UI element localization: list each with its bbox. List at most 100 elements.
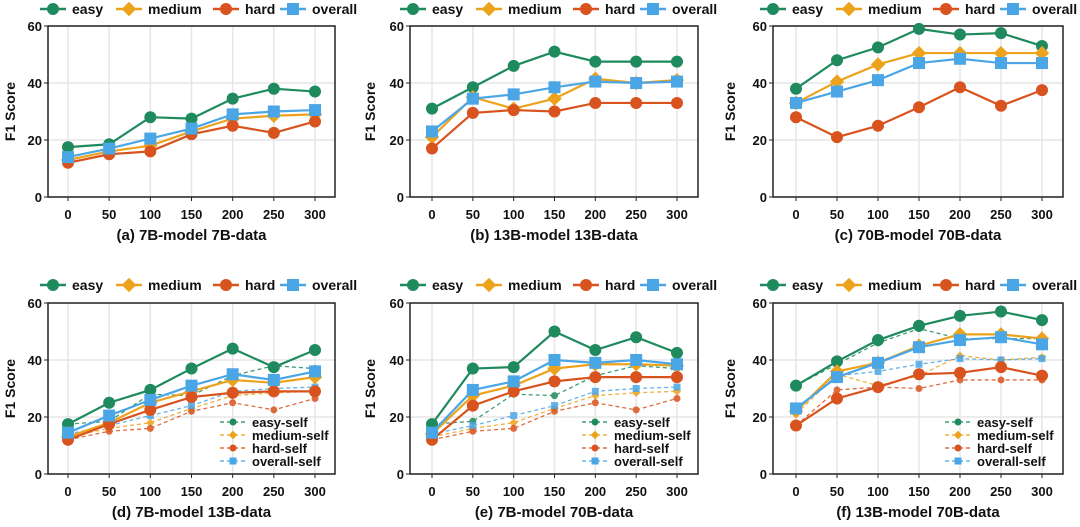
- data-point-easy: [103, 396, 116, 409]
- x-tick-label: 0: [64, 484, 71, 499]
- data-point-medium: [870, 57, 886, 72]
- data-point-hard: [913, 368, 925, 381]
- data-point-hard: [872, 119, 884, 132]
- legend-item-medium-self: medium-self: [220, 428, 329, 443]
- data-point-hard-self: [146, 424, 154, 432]
- legend-marker: [229, 418, 237, 426]
- data-point-overall: [954, 334, 966, 347]
- data-point-overall: [995, 331, 1007, 344]
- legend-item-hard-self: hard-self: [582, 441, 670, 456]
- data-point-easy: [589, 344, 602, 357]
- legend-item-easy: easy: [400, 1, 463, 17]
- data-point-overall: [790, 96, 802, 109]
- data-point-overall-self: [874, 367, 882, 375]
- data-point-easy: [426, 102, 438, 115]
- legend-label: easy: [72, 1, 103, 17]
- data-point-easy: [913, 22, 925, 35]
- data-point-overall: [954, 52, 966, 65]
- subplot-caption: (b) 13B-model 13B-data: [470, 227, 638, 244]
- data-point-overall-self: [1038, 355, 1046, 363]
- series-easy: [790, 305, 1048, 392]
- y-tick-label: 0: [35, 467, 42, 482]
- data-point-easy: [954, 28, 966, 41]
- data-point-hard: [589, 96, 602, 109]
- legend-item-overall-self: overall-self: [582, 454, 683, 469]
- data-point-hard-self: [270, 406, 278, 414]
- x-tick-label: 50: [830, 207, 844, 222]
- data-point-easy: [62, 141, 74, 154]
- data-point-hard: [426, 142, 438, 155]
- data-point-easy: [790, 379, 802, 392]
- data-point-overall-self: [956, 355, 964, 363]
- y-tick-label: 60: [28, 19, 42, 34]
- data-point-overall: [62, 151, 74, 164]
- data-point-easy: [267, 82, 280, 95]
- x-tick-label: 150: [181, 484, 203, 499]
- y-tick-label: 40: [390, 353, 404, 368]
- x-tick-label: 100: [139, 207, 161, 222]
- legend-item-hard: hard: [213, 1, 275, 17]
- legend-item-overall: overall: [280, 277, 357, 293]
- series-overall: [426, 354, 683, 439]
- data-point-overall: [507, 88, 520, 101]
- data-point-hard: [144, 145, 157, 158]
- x-tick-label: 250: [990, 484, 1012, 499]
- legend-item-overall: overall: [1000, 1, 1077, 17]
- x-tick-label: 300: [666, 484, 688, 499]
- x-tick-label: 150: [181, 207, 203, 222]
- x-tick-label: 250: [625, 207, 647, 222]
- y-tick-label: 20: [28, 410, 42, 425]
- data-point-overall: [226, 108, 239, 121]
- data-point-easy: [185, 362, 198, 375]
- data-point-easy: [267, 361, 280, 374]
- x-tick-label: 100: [139, 484, 161, 499]
- subplot-caption: (c) 70B-model 70B-data: [835, 227, 1002, 244]
- y-tick-label: 60: [390, 19, 404, 34]
- legend-label: hard: [965, 1, 995, 17]
- data-point-overall: [872, 74, 884, 87]
- y-tick-label: 20: [28, 133, 42, 148]
- data-point-overall: [466, 383, 479, 396]
- data-point-overall: [1036, 338, 1048, 351]
- x-tick-label: 50: [830, 484, 844, 499]
- legend-label: overall-self: [252, 454, 321, 469]
- data-point-hard: [309, 385, 321, 398]
- legend-marker: [481, 277, 497, 293]
- y-tick-label: 0: [760, 190, 767, 205]
- data-point-medium-self: [509, 418, 518, 427]
- x-tick-label: 0: [792, 484, 799, 499]
- data-point-hard: [507, 104, 520, 117]
- data-point-hard: [548, 375, 561, 388]
- legend-marker: [591, 418, 599, 426]
- series-easy: [426, 45, 683, 115]
- data-point-easy-self: [551, 392, 558, 400]
- series-hard: [62, 385, 321, 446]
- legend-label: easy-self: [252, 415, 308, 430]
- legend-marker: [591, 457, 599, 465]
- data-point-hard: [466, 106, 479, 119]
- series-overall: [62, 104, 321, 164]
- series-overall: [62, 365, 321, 439]
- data-point-hard: [144, 403, 157, 416]
- data-point-overall: [185, 122, 198, 135]
- data-point-easy: [507, 361, 520, 374]
- x-tick-label: 100: [503, 207, 525, 222]
- data-point-easy: [226, 342, 239, 355]
- y-tick-label: 20: [390, 410, 404, 425]
- legend-label: overall: [312, 1, 357, 17]
- x-tick-label: 200: [949, 484, 971, 499]
- legend-item-easy: easy: [40, 277, 103, 293]
- data-point-overall-self: [510, 412, 518, 420]
- legend-label: hard-self: [252, 441, 308, 456]
- x-tick-label: 50: [102, 484, 116, 499]
- legend-item-hard: hard: [573, 1, 635, 17]
- legend-marker: [591, 444, 599, 452]
- data-point-medium: [993, 45, 1009, 61]
- x-tick-label: 150: [908, 207, 930, 222]
- legend-item-easy: easy: [760, 1, 823, 17]
- data-point-medium: [1034, 45, 1050, 61]
- series-hard: [426, 371, 683, 446]
- x-tick-label: 300: [1031, 484, 1053, 499]
- data-point-hard: [671, 371, 683, 384]
- data-point-overall: [913, 57, 925, 70]
